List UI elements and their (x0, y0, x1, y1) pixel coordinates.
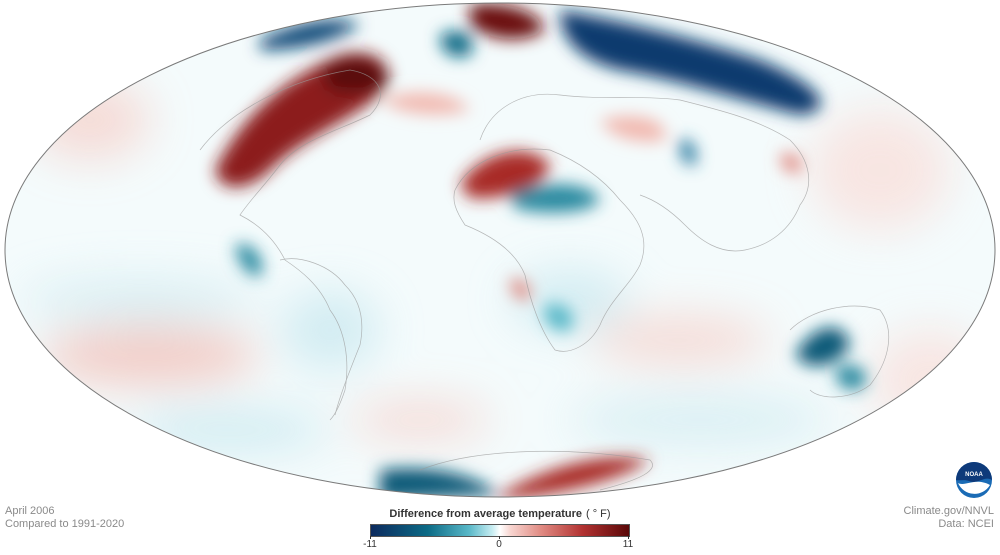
noaa-logo-text: NOAA (965, 472, 983, 478)
globe-outline (4, 2, 996, 498)
credits: Climate.gov/NNVL Data: NCEI (904, 505, 994, 531)
legend-tick-min: -11 (363, 539, 377, 550)
caption-baseline: Compared to 1991-2020 (5, 518, 125, 530)
noaa-logo: NOAA (955, 461, 993, 499)
legend-title: Difference from average temperature ( ° F… (358, 508, 642, 520)
legend-tick-mid-mark (499, 536, 500, 539)
legend-title-text: Difference from average temperature (389, 508, 582, 520)
legend-tick-min-mark (370, 536, 371, 539)
noaa-logo-icon: NOAA (956, 462, 992, 498)
credit-data: Data: NCEI (938, 518, 994, 530)
color-legend: Difference from average temperature ( ° F… (358, 508, 642, 552)
legend-tick-max: 11 (622, 539, 634, 550)
coastlines (199, 69, 890, 491)
caption: April 2006 Compared to 1991-2020 (5, 505, 124, 531)
legend-color-bar (370, 524, 630, 537)
legend-unit: ( ° F) (586, 508, 611, 520)
map-svg (4, 2, 996, 498)
legend-tick-mid: 0 (496, 539, 502, 550)
credit-site[interactable]: Climate.gov/NNVL (903, 505, 994, 517)
legend-tick-max-mark (628, 536, 629, 539)
caption-date: April 2006 (5, 505, 55, 517)
temperature-anomaly-map (4, 2, 996, 498)
